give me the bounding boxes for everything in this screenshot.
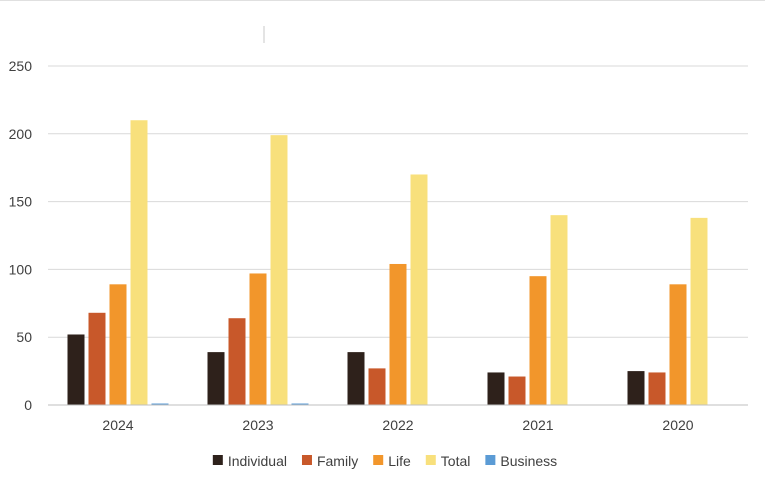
bar-individual-2021 [487,372,505,405]
y-tick-label: 250 [9,58,33,74]
legend-label-total: Total [441,453,471,469]
legend: Individual Family Life Total Business [212,453,557,469]
x-axis: 2024 2023 2022 2021 2020 [48,404,748,433]
bar-individual-2024 [67,334,85,405]
bar-total-2023 [270,135,288,405]
bar-individual-2023 [207,352,225,405]
bar-life-2020 [669,284,687,405]
x-tick-label: 2024 [102,417,133,433]
bar-family-2023 [228,318,246,405]
y-axis: 0 50 100 150 200 250 [9,58,33,413]
legend-swatch-life [373,455,384,465]
bar-life-2023 [249,273,267,405]
legend-label-life: Life [388,453,411,469]
legend-swatch-individual [212,455,223,465]
bar-family-2020 [648,372,666,405]
bar-life-2024 [109,284,127,405]
bar-business-2023 [291,403,309,405]
legend-label-business: Business [500,453,557,469]
bar-total-2021 [550,215,568,405]
x-tick-label: 2023 [242,417,273,433]
bar-total-2024 [130,120,148,406]
bars [67,120,708,406]
x-tick-label: 2021 [522,417,553,433]
bar-family-2022 [368,368,386,405]
legend-label-individual: Individual [228,453,287,469]
y-tick-label: 200 [9,126,33,142]
bar-life-2021 [529,276,547,405]
legend-swatch-total [425,455,436,465]
y-tick-label: 100 [9,261,33,277]
legend-label-family: Family [317,453,358,469]
bar-total-2020 [690,217,708,405]
y-tick-label: 0 [24,397,32,413]
x-tick-label: 2022 [382,417,413,433]
y-tick-label: 50 [16,329,32,345]
legend-swatch-business [485,455,496,465]
bar-life-2022 [389,263,407,405]
y-tick-label: 150 [9,194,33,210]
bar-family-2021 [508,376,526,405]
bar-business-2024 [151,403,169,405]
bar-total-2022 [410,174,428,405]
bar-individual-2022 [347,352,365,405]
bar-family-2024 [88,312,106,405]
bar-individual-2020 [627,371,645,405]
legend-swatch-family [301,455,312,465]
x-tick-label: 2020 [662,417,693,433]
